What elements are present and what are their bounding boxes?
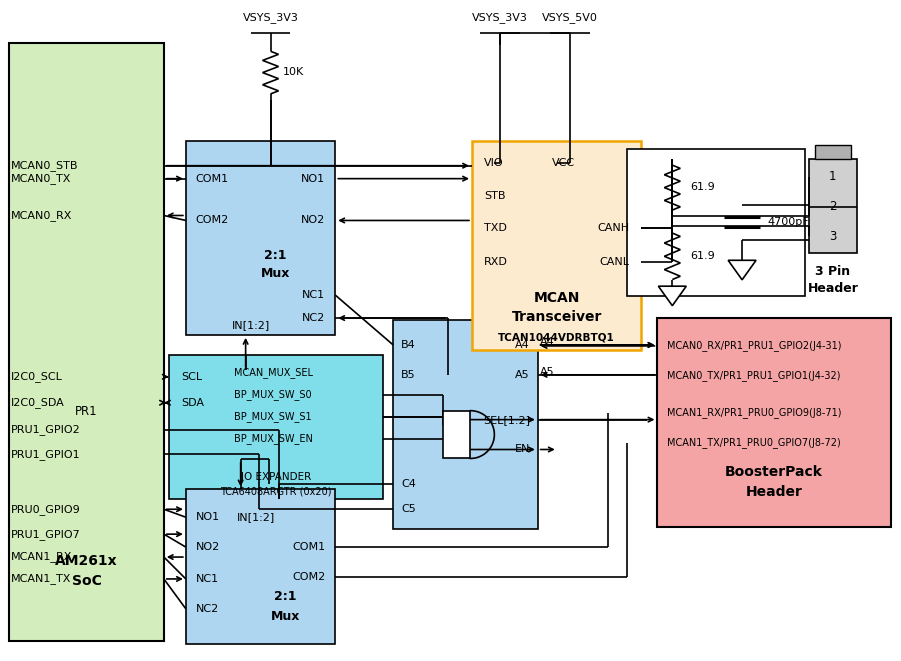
Text: 61.9: 61.9 [690, 251, 715, 261]
Text: COM2: COM2 [196, 215, 229, 225]
Text: BoosterPack: BoosterPack [725, 465, 823, 479]
Text: 2:1: 2:1 [264, 249, 287, 262]
Text: B5: B5 [401, 369, 415, 380]
Text: PRU1_GPIO7: PRU1_GPIO7 [12, 529, 81, 539]
Text: MCAN: MCAN [533, 291, 580, 305]
Text: MCAN1_TX: MCAN1_TX [12, 574, 72, 584]
Text: VSYS_5V0: VSYS_5V0 [542, 13, 597, 23]
Text: MCAN0_RX: MCAN0_RX [12, 210, 73, 221]
Text: MCAN0_TX: MCAN0_TX [12, 173, 72, 184]
Text: BP_MUX_SW_S1: BP_MUX_SW_S1 [233, 411, 312, 422]
Text: AM261x: AM261x [55, 554, 118, 568]
Text: IO EXPANDER: IO EXPANDER [241, 473, 311, 483]
Text: I2C0_SCL: I2C0_SCL [12, 371, 63, 382]
Polygon shape [728, 260, 756, 280]
Bar [443, 410, 470, 459]
Text: NO2: NO2 [301, 215, 325, 225]
Text: COM2: COM2 [292, 572, 325, 582]
Text: MCAN0_RX/PR1_PRU1_GPIO2(J4-31): MCAN0_RX/PR1_PRU1_GPIO2(J4-31) [668, 340, 842, 352]
Text: A4: A4 [515, 340, 530, 350]
Text: MCAN0_STB: MCAN0_STB [12, 160, 79, 171]
Text: COM1: COM1 [196, 174, 229, 184]
Text: NC1: NC1 [302, 290, 325, 300]
Text: 10K: 10K [283, 67, 304, 77]
Text: 61.9: 61.9 [690, 182, 715, 192]
Text: SDA: SDA [181, 398, 204, 408]
Text: 3: 3 [829, 230, 836, 243]
Text: TXD: TXD [484, 223, 506, 233]
Text: NC1: NC1 [196, 574, 219, 584]
Text: SCL: SCL [181, 371, 202, 382]
Text: COM1: COM1 [292, 542, 325, 552]
Text: TCAN1044VDRBTQ1: TCAN1044VDRBTQ1 [498, 333, 615, 343]
Text: 2:1: 2:1 [274, 590, 296, 603]
Text: Transceiver: Transceiver [512, 310, 602, 324]
Text: CANH: CANH [597, 223, 630, 233]
Text: 4700pF: 4700pF [767, 217, 808, 227]
Text: VSYS_3V3: VSYS_3V3 [242, 13, 298, 23]
Polygon shape [659, 286, 687, 305]
Text: Mux: Mux [271, 610, 300, 623]
Bar [658, 318, 891, 527]
Text: A5: A5 [540, 367, 554, 377]
Text: RXD: RXD [484, 257, 508, 267]
Bar [9, 43, 164, 641]
Bar [627, 149, 805, 296]
Text: MCAN1_RX: MCAN1_RX [12, 551, 73, 563]
Text: EN: EN [514, 444, 530, 455]
Text: VCC: VCC [551, 158, 575, 168]
Text: I2C0_SDA: I2C0_SDA [12, 397, 65, 408]
Text: PRU0_GPIO9: PRU0_GPIO9 [12, 504, 81, 515]
Bar [168, 355, 383, 499]
Text: C5: C5 [401, 504, 416, 514]
Text: 2: 2 [829, 200, 836, 213]
Text: PRU1_GPIO1: PRU1_GPIO1 [12, 449, 81, 460]
Text: MCAN_MUX_SEL: MCAN_MUX_SEL [233, 368, 313, 378]
Text: B4: B4 [401, 340, 416, 350]
Bar [186, 141, 335, 335]
Text: C4: C4 [401, 479, 416, 489]
Text: IN[1:2]: IN[1:2] [232, 320, 269, 330]
Text: STB: STB [484, 190, 505, 200]
Text: TCA6408ARGTR (0x20): TCA6408ARGTR (0x20) [220, 486, 332, 496]
Text: IN[1:2]: IN[1:2] [236, 512, 275, 522]
Text: MCAN1_RX/PR1_PRU0_GPIO9(J8-71): MCAN1_RX/PR1_PRU0_GPIO9(J8-71) [668, 407, 842, 418]
Text: 3 Pin: 3 Pin [815, 265, 851, 278]
Text: A5: A5 [515, 369, 530, 380]
Text: NC2: NC2 [302, 313, 325, 323]
Text: Mux: Mux [261, 267, 290, 280]
Text: MCAN1_TX/PR1_PRU0_GPIO7(J8-72): MCAN1_TX/PR1_PRU0_GPIO7(J8-72) [668, 437, 841, 448]
Text: PR1: PR1 [76, 405, 98, 418]
Text: NO1: NO1 [301, 174, 325, 184]
Text: NO2: NO2 [196, 542, 220, 552]
Text: Header: Header [745, 485, 803, 499]
Bar [186, 489, 335, 644]
Text: SoC: SoC [72, 574, 102, 588]
Text: SEL[1:2]: SEL[1:2] [483, 414, 530, 424]
Text: PRU1_GPIO2: PRU1_GPIO2 [12, 424, 81, 435]
Text: 1: 1 [829, 170, 836, 183]
Text: MCAN0_TX/PR1_PRU1_GPIO1(J4-32): MCAN0_TX/PR1_PRU1_GPIO1(J4-32) [668, 370, 841, 381]
Bar [815, 145, 851, 159]
Text: A4: A4 [540, 337, 554, 347]
Text: Header: Header [807, 282, 859, 295]
Text: BP_MUX_SW_S0: BP_MUX_SW_S0 [233, 389, 312, 400]
Bar [393, 320, 538, 529]
Bar [809, 159, 857, 253]
Text: BP_MUX_SW_EN: BP_MUX_SW_EN [233, 433, 313, 444]
Text: NC2: NC2 [196, 604, 219, 614]
Bar [472, 141, 642, 350]
Text: CANL: CANL [599, 257, 630, 267]
Text: VIO: VIO [484, 158, 504, 168]
Text: VSYS_3V3: VSYS_3V3 [472, 13, 528, 23]
Text: NO1: NO1 [196, 512, 220, 522]
